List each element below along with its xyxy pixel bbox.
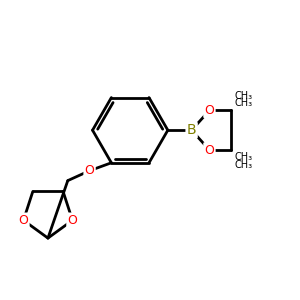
Text: B: B xyxy=(187,123,196,137)
Text: O: O xyxy=(205,143,214,157)
Text: O: O xyxy=(68,214,77,227)
Text: CH₃: CH₃ xyxy=(234,98,252,108)
Text: O: O xyxy=(205,104,214,117)
Text: CH₃: CH₃ xyxy=(234,91,252,100)
Text: O: O xyxy=(19,214,28,227)
Text: CH₃: CH₃ xyxy=(234,152,252,162)
Text: O: O xyxy=(85,164,94,177)
Text: CH₃: CH₃ xyxy=(234,160,252,170)
